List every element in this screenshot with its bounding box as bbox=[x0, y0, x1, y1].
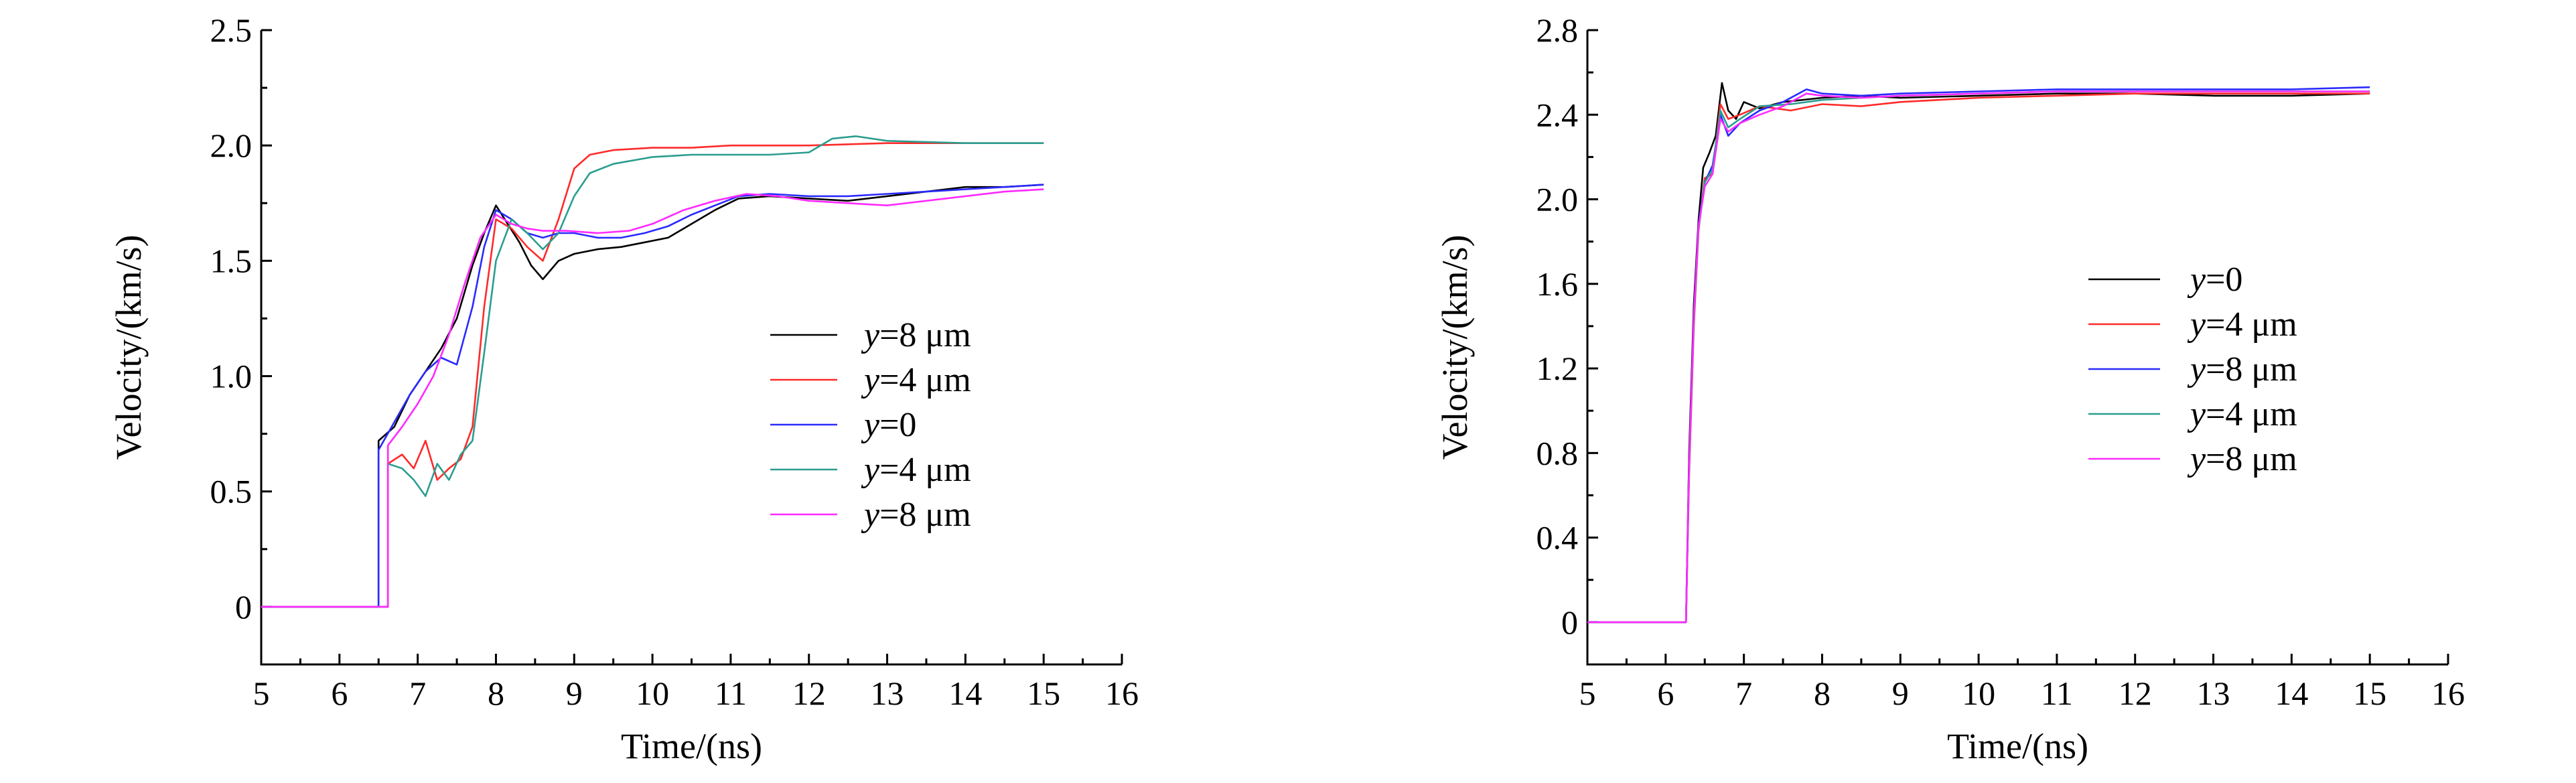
legend-label-var: y bbox=[2187, 350, 2206, 388]
x-tick-label: 11 bbox=[2041, 674, 2073, 712]
y-tick-label: 0.8 bbox=[1536, 434, 1579, 472]
x-tick-label: 13 bbox=[2197, 674, 2230, 712]
x-tick-label: 10 bbox=[1962, 674, 1995, 712]
x-tick-label: 9 bbox=[1892, 674, 1909, 712]
y-tick-label: 1.6 bbox=[1536, 265, 1579, 303]
x-tick-label: 11 bbox=[715, 674, 747, 712]
y-tick-label: 1.0 bbox=[210, 358, 253, 395]
x-tick-label: 12 bbox=[792, 674, 826, 712]
left-velocity-chart: 0 0.5 1.0 1.5 2.0 2.5 5 6 7 8 9 10 11 12 13 14 15 16 Time/… bbox=[109, 11, 1139, 766]
x-axis-label: Time/(ns) bbox=[621, 726, 762, 766]
legend-label-value: =4 μm bbox=[2206, 395, 2297, 433]
y-tick-label: 0.5 bbox=[210, 473, 253, 510]
legend-label-value: =0 bbox=[879, 406, 916, 444]
x-tick-label: 14 bbox=[2275, 674, 2308, 712]
legend-label-var: y bbox=[861, 406, 880, 444]
series-line-4 bbox=[1587, 90, 2370, 624]
x-tick-label: 8 bbox=[1814, 674, 1831, 712]
legend-label-var: y bbox=[861, 496, 880, 534]
x-tick-label: 16 bbox=[2431, 674, 2465, 712]
legend-label-var: y bbox=[2187, 305, 2206, 344]
legend-label-var: y bbox=[2187, 395, 2206, 433]
x-tick-label: 14 bbox=[948, 674, 982, 712]
x-tick-label: 10 bbox=[636, 674, 669, 712]
legend-label: y=8 μm bbox=[861, 316, 971, 354]
series-line-3 bbox=[261, 135, 1044, 608]
x-axis-label: Time/(ns) bbox=[1947, 726, 2088, 766]
y-tick-label: 1.5 bbox=[210, 242, 253, 279]
legend-label-value: =4 μm bbox=[2206, 305, 2297, 344]
x-tick-label: 15 bbox=[2353, 674, 2386, 712]
legend-label-value: =8 μm bbox=[2206, 350, 2297, 388]
y-tick-label: 0 bbox=[235, 588, 252, 626]
y-tick-label: 2.0 bbox=[1536, 181, 1579, 218]
x-tick-label: 5 bbox=[1579, 674, 1596, 712]
x-tick-label: 12 bbox=[2119, 674, 2152, 712]
y-tick-label: 2.5 bbox=[210, 11, 253, 49]
legend-label-value: =0 bbox=[2206, 261, 2242, 299]
legend-label: y=4 μm bbox=[2187, 305, 2297, 344]
x-tick-label: 9 bbox=[566, 674, 583, 712]
legend-label: y=4 μm bbox=[861, 361, 971, 399]
legend-label-value: =4 μm bbox=[879, 361, 971, 399]
y-tick-label: 2.8 bbox=[1536, 11, 1579, 49]
legend-label-value: =8 μm bbox=[879, 496, 971, 534]
x-tick-label: 16 bbox=[1105, 674, 1139, 712]
y-tick-label: 0.4 bbox=[1536, 519, 1579, 557]
legend-label-value: =4 μm bbox=[879, 451, 971, 489]
legend-label: y=0 bbox=[861, 406, 916, 444]
y-tick-label: 2.4 bbox=[1536, 96, 1579, 133]
y-tick-label: 2.0 bbox=[210, 127, 253, 164]
x-tick-label: 13 bbox=[871, 674, 904, 712]
x-tick-label: 7 bbox=[1735, 674, 1752, 712]
series-line-0 bbox=[261, 184, 1044, 608]
y-tick-label: 1.2 bbox=[1536, 350, 1579, 387]
legend-label: y=4 μm bbox=[2187, 395, 2297, 433]
y-axis-label: Velocity/(km/s) bbox=[109, 235, 149, 460]
legend-label: y=8 μm bbox=[2187, 440, 2297, 478]
x-tick-label: 6 bbox=[1657, 674, 1674, 712]
legend-label-value: =8 μm bbox=[879, 316, 971, 354]
x-tick-label: 15 bbox=[1027, 674, 1060, 712]
axis-lines bbox=[260, 30, 1122, 666]
legend-label-var: y bbox=[2187, 261, 2206, 299]
x-tick-label: 5 bbox=[253, 674, 270, 712]
legend-label: y=8 μm bbox=[861, 496, 971, 534]
legend-label-var: y bbox=[861, 361, 880, 399]
y-axis-label: Velocity/(km/s) bbox=[1435, 235, 1475, 460]
x-tick-label: 8 bbox=[488, 674, 504, 712]
series-line-2 bbox=[261, 184, 1044, 608]
legend-label-var: y bbox=[861, 451, 880, 489]
legend-label: y=0 bbox=[2187, 261, 2242, 299]
x-tick-label: 7 bbox=[409, 674, 426, 712]
legend-label-value: =8 μm bbox=[2206, 440, 2297, 478]
legend-label-var: y bbox=[2187, 440, 2206, 478]
right-velocity-chart: 0 0.4 0.8 1.2 1.6 2.0 2.4 2.8 5 6 7 8 9 10 11 12 13 14 15 1… bbox=[1435, 11, 2465, 766]
series-line-4 bbox=[261, 188, 1044, 608]
legend-label: y=4 μm bbox=[861, 451, 971, 489]
legend-label: y=8 μm bbox=[2187, 350, 2297, 388]
y-tick-label: 0 bbox=[1561, 603, 1578, 641]
legend-label-var: y bbox=[861, 316, 880, 354]
x-tick-label: 6 bbox=[331, 674, 348, 712]
series-line-1 bbox=[261, 142, 1044, 608]
